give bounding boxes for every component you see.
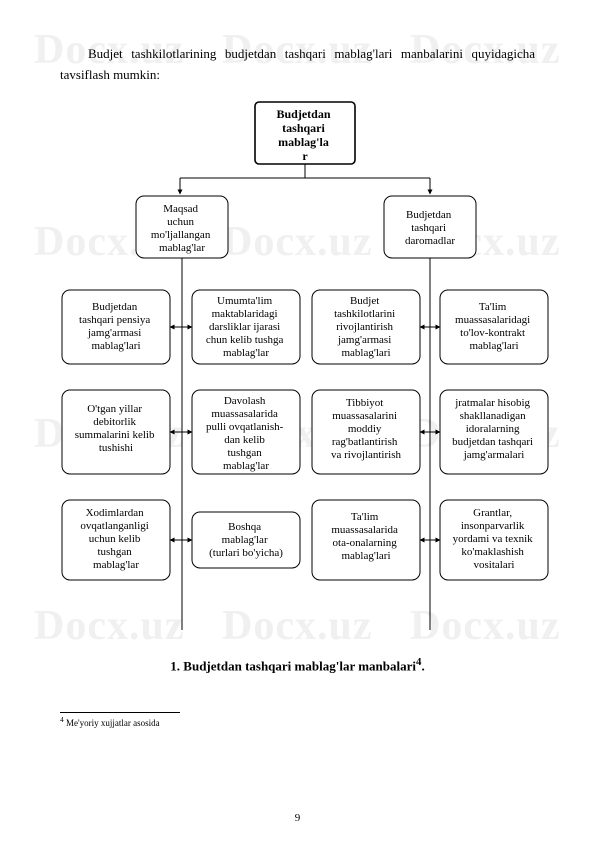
caption-text: 1. Budjetdan tashqari mablag'lar manbala… <box>170 658 416 673</box>
intro-paragraph: Budjet tashkilotlarining budjetdan tashq… <box>60 44 535 86</box>
page-number: 9 <box>0 812 595 824</box>
caption-dot: . <box>421 658 424 673</box>
footnote-separator <box>60 712 180 713</box>
figure-caption: 1. Budjetdan tashqari mablag'lar manbala… <box>60 656 535 674</box>
footnote-text: Me'yoriy xujjatlar asosida <box>64 718 160 728</box>
footnote: 4 Me'yoriy xujjatlar asosida <box>60 715 535 728</box>
org-chart: Budjetdan tashqari mablag'la r Maqsad uc… <box>60 100 550 640</box>
node-l1-right-text: Budjetdan tashqari daromadlar <box>405 209 455 247</box>
